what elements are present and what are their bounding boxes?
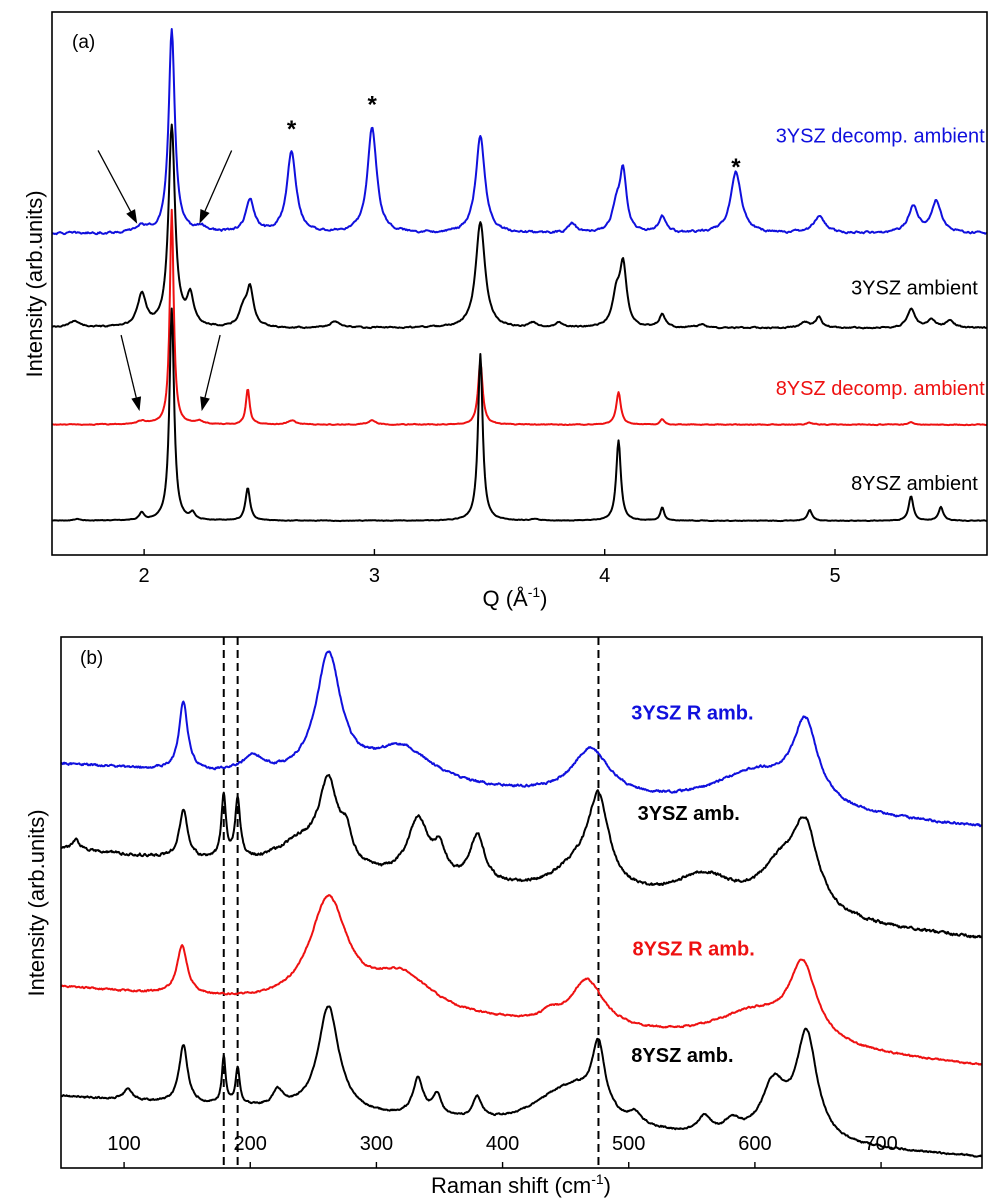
panel-a-x-axis-title: Q (Å-1) bbox=[482, 584, 547, 611]
arrow-head-3 bbox=[200, 396, 210, 412]
arrow-head-1 bbox=[199, 208, 210, 224]
arrow-shaft-1 bbox=[204, 150, 233, 212]
arrow-head-0 bbox=[126, 209, 138, 224]
panel-b-x-axis: 100 200 300 400 500 600 700 bbox=[107, 1133, 898, 1168]
x-tick-label-3: 3 bbox=[369, 565, 380, 587]
panel-b-y-axis-title: Intensity (arb.units) bbox=[24, 809, 49, 996]
x-tick-label-400: 400 bbox=[486, 1133, 519, 1155]
peak-star-marker: * bbox=[731, 154, 741, 181]
panel-b: 3YSZ R amb. 3YSZ amb. 8YSZ R amb. 8YSZ amb.… bbox=[24, 636, 983, 1198]
curve-label-3ysz-decomp-ambient: 3YSZ decomp. ambient bbox=[776, 125, 985, 147]
panel-a-annotations: * * * bbox=[97, 91, 741, 412]
panel-a-curves bbox=[51, 28, 988, 523]
panel-b-plot-frame bbox=[60, 636, 983, 1169]
arrow-shaft-0 bbox=[97, 150, 132, 212]
x-tick-label-100: 100 bbox=[107, 1133, 140, 1155]
curve-label-8ysz-amb: 8YSZ amb. bbox=[631, 1045, 733, 1067]
panel-b-curves bbox=[60, 650, 983, 1158]
panel-a-y-axis-title: Intensity (arb.units) bbox=[22, 190, 47, 377]
series-line-3ysz-amb bbox=[60, 773, 983, 939]
series-line-8ysz-decomp-ambient bbox=[51, 208, 988, 427]
series-line-3ysz-decomp-ambient bbox=[51, 28, 988, 236]
x-tick-label-2: 2 bbox=[139, 565, 150, 587]
series-line-8ysz-amb bbox=[60, 1005, 983, 1158]
arrow-shaft-3 bbox=[204, 334, 221, 398]
x-tick-label-200: 200 bbox=[234, 1133, 267, 1155]
curve-label-8ysz-r-amb: 8YSZ R amb. bbox=[633, 939, 755, 961]
panel-b-dashed-lines bbox=[222, 637, 600, 1168]
panel-a: * * * 3YSZ decomp. ambient 3YSZ ambient 8YSZ… bbox=[22, 11, 988, 611]
curve-label-3ysz-ambient: 3YSZ ambient bbox=[851, 277, 978, 299]
series-line-8ysz-r-amb bbox=[60, 894, 983, 1066]
x-tick-label-500: 500 bbox=[612, 1133, 645, 1155]
panel-b-curve-labels: 3YSZ R amb. 3YSZ amb. 8YSZ R amb. 8YSZ amb. bbox=[631, 702, 754, 1067]
series-line-8ysz-ambient bbox=[51, 307, 988, 523]
curve-label-3ysz-r-amb: 3YSZ R amb. bbox=[631, 702, 753, 724]
peak-star-marker: * bbox=[367, 91, 377, 118]
x-tick-label-5: 5 bbox=[829, 565, 840, 587]
arrow-head-2 bbox=[131, 396, 142, 412]
panel-a-plot-frame bbox=[51, 11, 988, 556]
panel-a-curve-labels: 3YSZ decomp. ambient 3YSZ ambient 8YSZ dec… bbox=[776, 125, 985, 495]
curve-label-3ysz-amb: 3YSZ amb. bbox=[638, 803, 740, 825]
x-tick-label-600: 600 bbox=[738, 1133, 771, 1155]
panel-a-x-axis: 2 3 4 5 bbox=[139, 549, 841, 587]
series-line-3ysz-r-amb bbox=[60, 650, 983, 828]
curve-label-8ysz-decomp-ambient: 8YSZ decomp. ambient bbox=[776, 378, 985, 400]
peak-star-marker: * bbox=[287, 116, 297, 143]
x-tick-label-4: 4 bbox=[599, 565, 610, 587]
curve-label-8ysz-ambient: 8YSZ ambient bbox=[851, 473, 978, 495]
panel-a-label: (a) bbox=[72, 32, 95, 53]
arrow-shaft-2 bbox=[120, 334, 137, 398]
series-line-3ysz-ambient bbox=[51, 123, 988, 330]
panel-b-x-axis-title: Raman shift (cm-1) bbox=[431, 1171, 611, 1198]
x-tick-label-300: 300 bbox=[360, 1133, 393, 1155]
panel-b-label: (b) bbox=[80, 648, 103, 669]
x-tick-label-700: 700 bbox=[864, 1133, 897, 1155]
